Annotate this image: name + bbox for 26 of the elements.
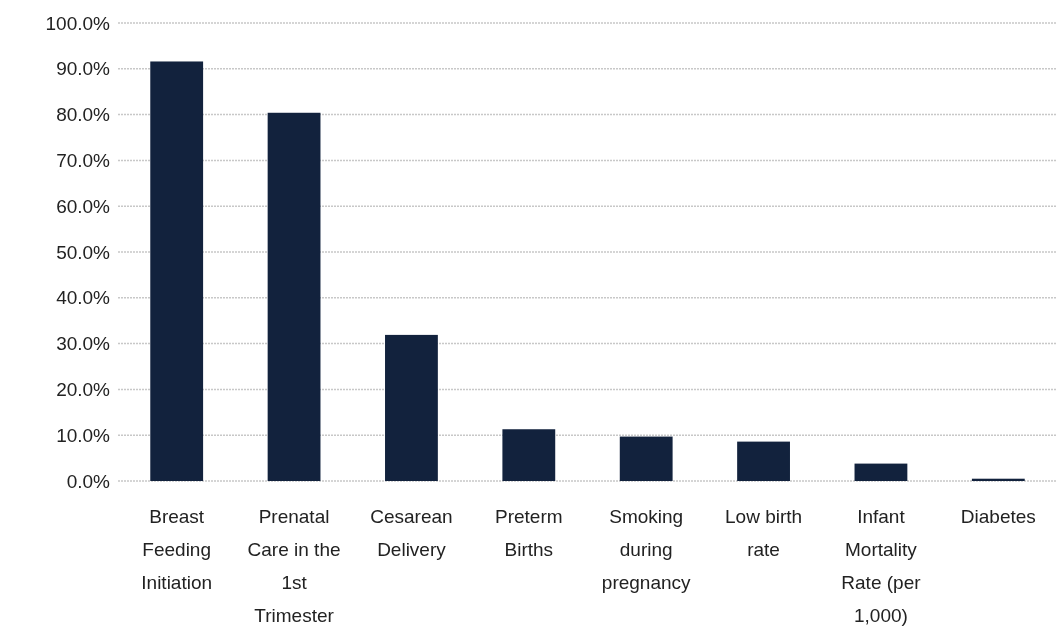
x-tick-label: Breast Feeding Initiation bbox=[141, 506, 213, 593]
x-tick-label: Prenatal Care in the 1st Trimester bbox=[247, 506, 341, 626]
x-tick-label: Preterm Births bbox=[495, 506, 563, 560]
x-tick-label: Low birth rate bbox=[725, 506, 803, 560]
y-tick-label: 60.0% bbox=[56, 195, 111, 217]
y-tick-label: 0.0% bbox=[66, 470, 111, 492]
x-tick-label: Cesarean Delivery bbox=[370, 506, 453, 560]
bar bbox=[385, 334, 438, 481]
bar bbox=[267, 112, 321, 481]
y-tick-label: 40.0% bbox=[56, 287, 111, 309]
y-tick-label: 90.0% bbox=[56, 58, 111, 80]
y-tick-label: 50.0% bbox=[56, 241, 111, 263]
bar bbox=[854, 463, 908, 481]
x-tick-label: Diabetes bbox=[960, 506, 1036, 527]
bar bbox=[619, 436, 673, 481]
y-tick-label: 20.0% bbox=[56, 378, 111, 400]
bar bbox=[502, 429, 556, 481]
x-tick-label: Infant Mortality Rate (per 1,000) bbox=[841, 506, 922, 626]
x-tick-label: Smoking during pregnancy bbox=[601, 506, 692, 593]
y-tick-label: 70.0% bbox=[56, 149, 111, 171]
bar bbox=[150, 61, 204, 481]
bar bbox=[737, 441, 790, 481]
y-tick-label: 10.0% bbox=[56, 424, 111, 446]
y-tick-label: 30.0% bbox=[56, 333, 111, 355]
y-tick-label: 80.0% bbox=[56, 104, 111, 126]
y-tick-label: 100.0% bbox=[45, 12, 111, 34]
